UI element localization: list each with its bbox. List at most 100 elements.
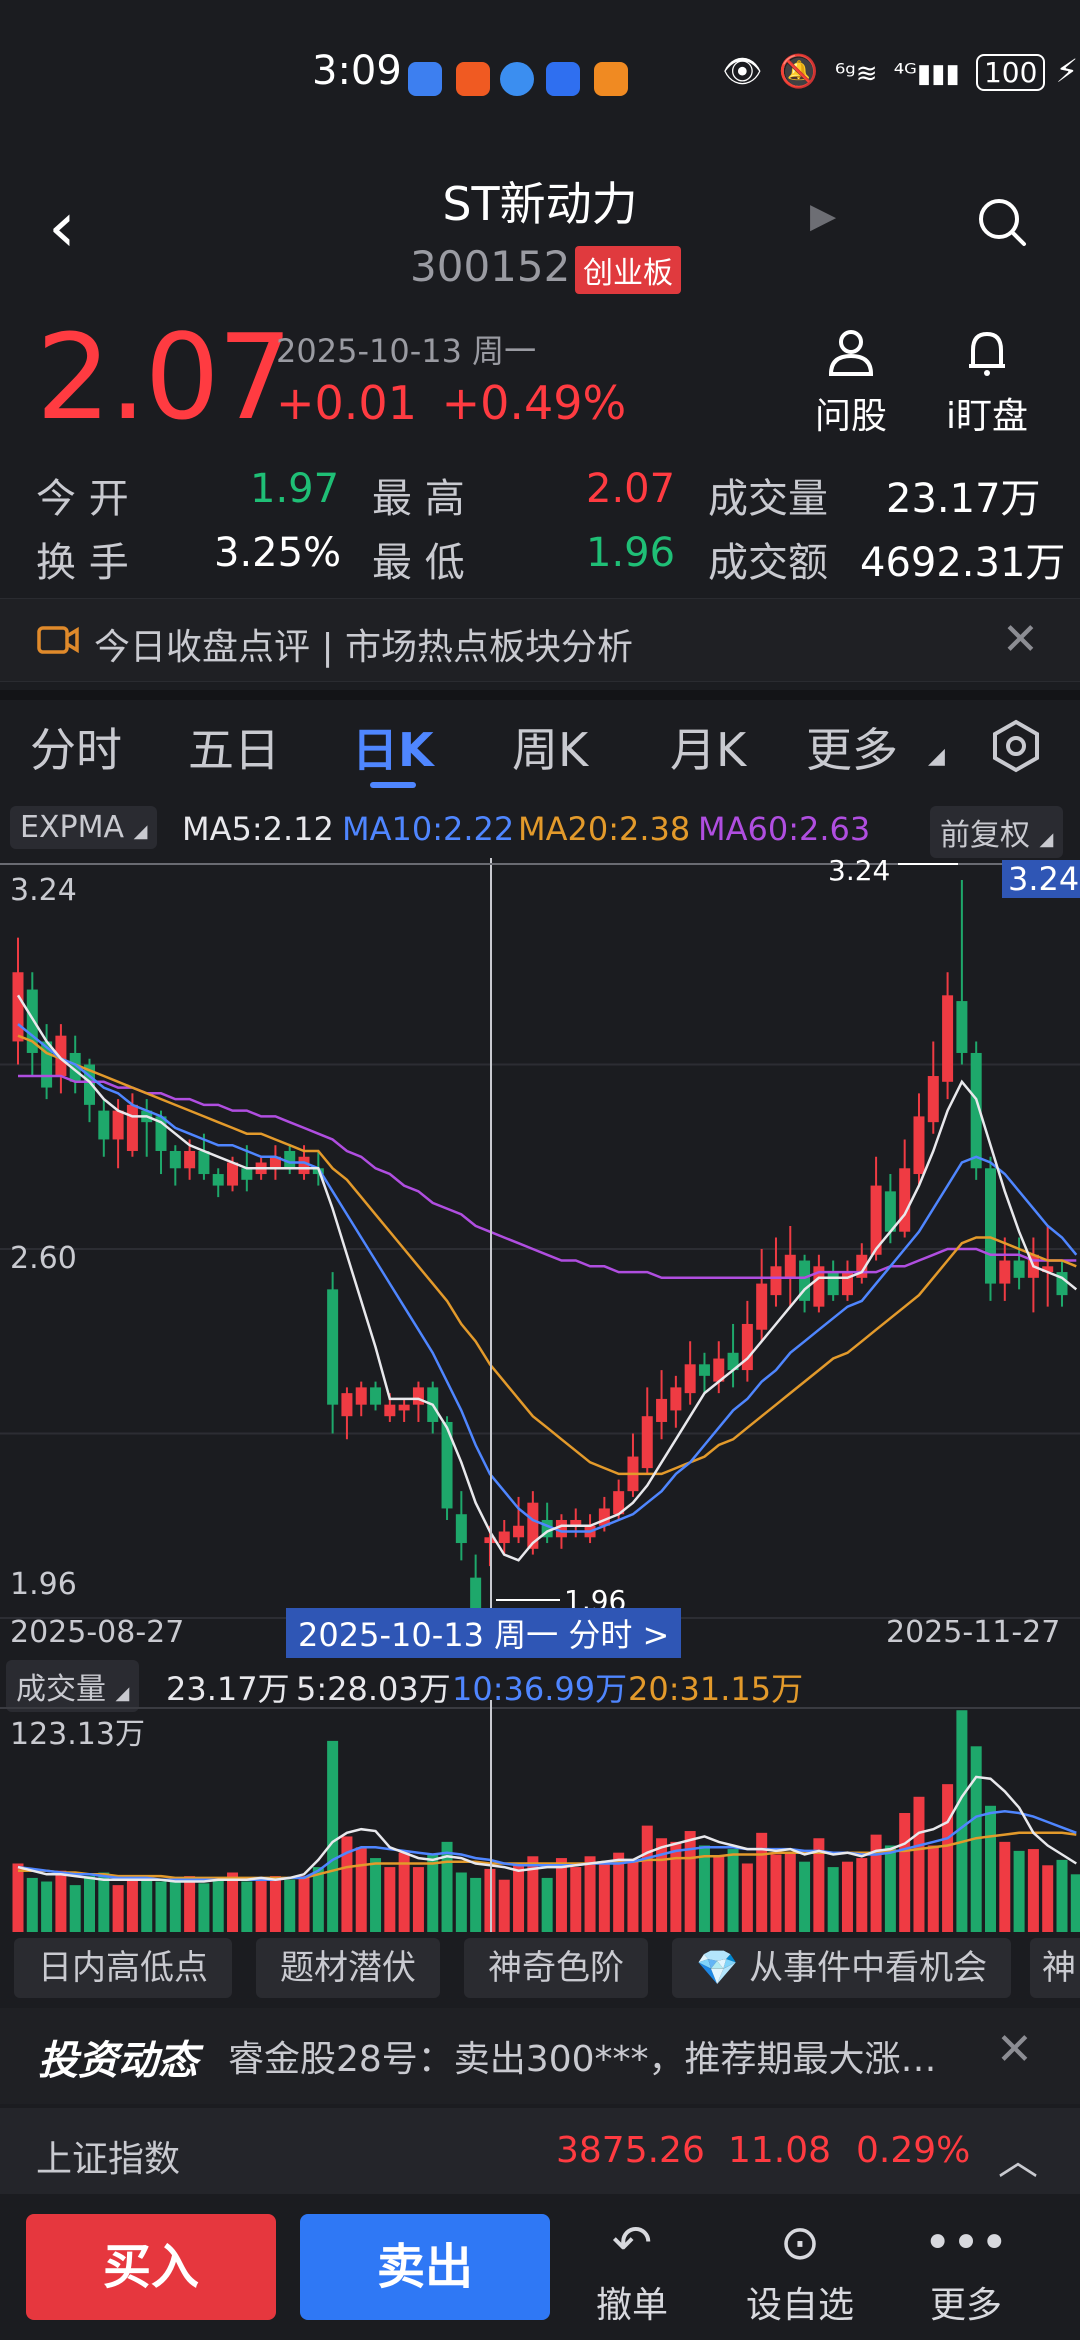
volume-bar bbox=[813, 1838, 825, 1932]
candle-body bbox=[184, 1150, 196, 1169]
volume-bar bbox=[799, 1861, 811, 1932]
volume-bar bbox=[355, 1847, 367, 1932]
period-tabs bbox=[0, 690, 1080, 812]
volume-bar bbox=[841, 1861, 853, 1932]
volume-bar bbox=[698, 1845, 710, 1932]
volume-bar bbox=[269, 1876, 281, 1932]
candle-body bbox=[69, 1052, 81, 1082]
candlestick-chart[interactable]: 3.24 1.96 3.24 2.60 1.96 2025-08-27 2025… bbox=[0, 858, 1080, 1658]
volume-bar bbox=[513, 1863, 525, 1932]
tab-intraday[interactable]: 分时 bbox=[30, 723, 122, 777]
volume-bar bbox=[298, 1876, 310, 1932]
ma5-line bbox=[16, 994, 1078, 1562]
close-icon[interactable]: ✕ bbox=[1002, 614, 1039, 665]
chip-theme-ambush[interactable]: 题材潜伏 bbox=[256, 1938, 440, 1998]
candle-body bbox=[341, 1393, 353, 1417]
selected-date-link[interactable]: 2025-10-13 周一 分时 > bbox=[286, 1608, 682, 1658]
news-bar[interactable] bbox=[0, 2008, 1080, 2104]
candle-body bbox=[656, 1398, 668, 1422]
volume-bar bbox=[370, 1858, 382, 1932]
index-value: 3875.26 bbox=[556, 2130, 705, 2171]
candle-body bbox=[298, 1156, 310, 1175]
volume-bar bbox=[98, 1872, 110, 1932]
close-icon[interactable]: ✕ bbox=[996, 2024, 1033, 2075]
chip-color-scale[interactable]: 神奇色阶 bbox=[464, 1938, 648, 1998]
stat-amount: 4692.31万 bbox=[860, 540, 1066, 586]
stat-turnover: 3.25% bbox=[214, 530, 342, 576]
add-watchlist-button[interactable]: ⊙ 设自选 bbox=[730, 2210, 870, 2328]
volume-indicator-select[interactable]: 成交量 ◢ bbox=[6, 1660, 140, 1712]
watch-label: i盯盘 bbox=[945, 396, 1028, 437]
stat-turnover-label: 换 手 bbox=[36, 540, 129, 586]
tab-monthly-k[interactable]: 月K bbox=[670, 723, 747, 777]
mute-icon: 🔕 bbox=[778, 52, 819, 90]
volume-bar bbox=[741, 1863, 753, 1932]
candle-body bbox=[470, 1577, 482, 1613]
volume-bar bbox=[856, 1858, 868, 1932]
volume-bar bbox=[169, 1881, 181, 1932]
search-icon[interactable] bbox=[976, 196, 1028, 248]
buy-button[interactable]: 买入 bbox=[26, 2214, 276, 2320]
candle-body bbox=[1013, 1260, 1025, 1278]
volume-chart[interactable]: 123.13万 bbox=[0, 1700, 1080, 1932]
ask-stock-button[interactable]: 问股 bbox=[786, 326, 916, 439]
volume-bar bbox=[484, 1868, 496, 1932]
candle-body bbox=[370, 1387, 382, 1405]
volume-bar bbox=[212, 1877, 224, 1932]
volume-bar bbox=[312, 1867, 324, 1932]
news-text[interactable]: 睿金股28号：卖出300***，推荐期最大涨… bbox=[228, 2039, 937, 2080]
settings-hexagon-icon[interactable] bbox=[988, 718, 1044, 774]
volume-bar bbox=[584, 1856, 596, 1932]
tab-more[interactable]: 更多 bbox=[806, 723, 898, 777]
candle-body bbox=[927, 1076, 939, 1123]
volume-bar bbox=[412, 1867, 424, 1932]
tab-weekly-k[interactable]: 周K bbox=[512, 723, 589, 777]
candle-body bbox=[126, 1104, 138, 1151]
ask-stock-label: 问股 bbox=[814, 396, 887, 437]
more-circle-icon: ⊙ bbox=[779, 2215, 821, 2271]
watch-button[interactable]: i盯盘 bbox=[922, 326, 1052, 439]
volume-bar bbox=[26, 1877, 38, 1932]
candle-body bbox=[856, 1254, 868, 1278]
candle-body bbox=[455, 1514, 467, 1544]
volume-bar bbox=[713, 1856, 725, 1932]
volume-ma5-line bbox=[17, 1775, 1077, 1883]
volume-bar bbox=[555, 1858, 567, 1932]
candle-body bbox=[26, 989, 38, 1053]
candle-body bbox=[970, 1052, 982, 1169]
tab-daily-k[interactable]: 日K bbox=[352, 723, 434, 777]
volume-bar bbox=[756, 1832, 768, 1932]
volume-bar bbox=[570, 1867, 582, 1932]
chip-event-opportunity[interactable]: 💎 从事件中看机会 bbox=[672, 1938, 1012, 1998]
banner-text[interactable]: 今日收盘点评 | 市场热点板块分析 bbox=[94, 627, 634, 668]
adjust-select[interactable]: 前复权 ◢ bbox=[930, 806, 1064, 858]
volume-bar bbox=[55, 1870, 67, 1932]
add-watchlist-label: 设自选 bbox=[745, 2285, 854, 2326]
index-bar[interactable] bbox=[0, 2108, 1080, 2194]
tab-five-day[interactable]: 五日 bbox=[188, 723, 280, 777]
x-label-start: 2025-08-27 bbox=[10, 1615, 184, 1650]
candle-body bbox=[598, 1508, 610, 1526]
indicator-select[interactable]: EXPMA ◢ bbox=[10, 806, 158, 849]
volume-bar bbox=[627, 1859, 639, 1932]
chip-intraday-high-low[interactable]: 日内高低点 bbox=[14, 1938, 232, 1998]
chip-more-partial[interactable]: 神 bbox=[1030, 1938, 1080, 1998]
news-logo: 投资动态 bbox=[38, 2038, 198, 2084]
volume-bar bbox=[455, 1872, 467, 1932]
chevron-up-icon[interactable]: ︿ bbox=[998, 2138, 1038, 2184]
sell-button[interactable]: 卖出 bbox=[300, 2214, 550, 2320]
volume-bar bbox=[284, 1879, 296, 1932]
more-button[interactable]: ••• 更多 bbox=[896, 2210, 1036, 2328]
news-banner[interactable] bbox=[0, 598, 1080, 682]
candle-body bbox=[799, 1260, 811, 1301]
stock-name: ST新动力 bbox=[442, 177, 638, 231]
volume-bar bbox=[770, 1854, 782, 1932]
high-marker: 3.24 bbox=[828, 858, 890, 887]
back-icon[interactable]: ‹ bbox=[48, 186, 76, 268]
cancel-order-button[interactable]: ↶ 撤单 bbox=[562, 2210, 702, 2328]
volume-bar bbox=[141, 1879, 153, 1932]
candle-body bbox=[498, 1531, 510, 1544]
next-stock-icon[interactable]: ▶ bbox=[810, 196, 837, 236]
volume-bar bbox=[942, 1784, 954, 1932]
quote-date: 2025-10-13 周一 bbox=[276, 332, 537, 370]
